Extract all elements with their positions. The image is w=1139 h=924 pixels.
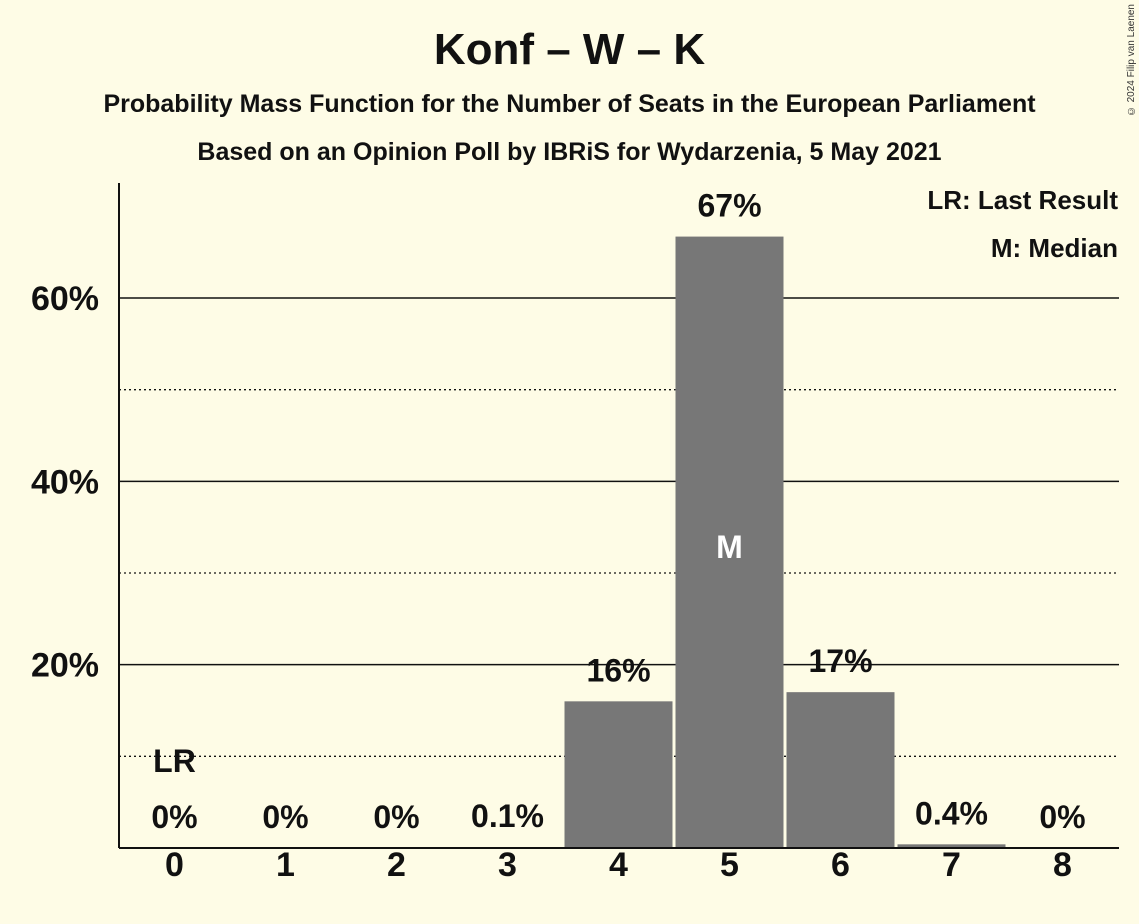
bar bbox=[564, 701, 673, 848]
x-tick-label: 3 bbox=[498, 846, 517, 884]
legend-last-result: LR: Last Result bbox=[927, 185, 1118, 215]
bar-value-label: 16% bbox=[586, 652, 650, 688]
bar-value-label: 0.4% bbox=[915, 795, 988, 831]
x-tick-label: 2 bbox=[387, 846, 406, 884]
bar bbox=[675, 236, 784, 849]
x-tick-label: 4 bbox=[609, 846, 628, 884]
bar-value-label: 67% bbox=[697, 188, 761, 224]
chart-subtitle: Probability Mass Function for the Number… bbox=[103, 90, 1036, 118]
chart-source-subtitle: Based on an Opinion Poll by IBRiS for Wy… bbox=[197, 138, 942, 166]
last-result-marker: LR bbox=[153, 743, 196, 779]
bar bbox=[897, 844, 1006, 848]
y-tick-label: 20% bbox=[31, 647, 99, 685]
bar-value-label: 0% bbox=[151, 799, 197, 835]
bar-value-label: 0% bbox=[1039, 799, 1085, 835]
y-tick-label: 60% bbox=[31, 280, 99, 318]
x-tick-label: 1 bbox=[276, 846, 295, 884]
median-marker: M bbox=[716, 529, 743, 565]
bar-value-label: 0.1% bbox=[471, 798, 544, 834]
x-tick-label: 5 bbox=[720, 846, 739, 884]
bar-value-label: 17% bbox=[808, 643, 872, 679]
x-tick-label: 8 bbox=[1053, 846, 1072, 884]
y-tick-label: 40% bbox=[31, 463, 99, 501]
bar-value-label: 0% bbox=[262, 799, 308, 835]
x-tick-label: 7 bbox=[942, 846, 961, 884]
legend-median: M: Median bbox=[990, 233, 1118, 263]
bar bbox=[786, 692, 895, 848]
x-tick-label: 0 bbox=[165, 846, 184, 884]
chart-title: Konf – W – K bbox=[433, 25, 706, 74]
x-tick-label: 6 bbox=[831, 846, 850, 884]
bar-value-label: 0% bbox=[373, 799, 419, 835]
